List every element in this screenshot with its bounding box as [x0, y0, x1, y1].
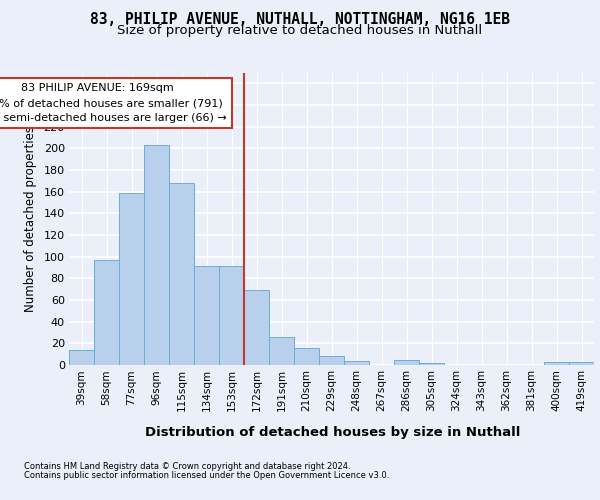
Text: 83, PHILIP AVENUE, NUTHALL, NOTTINGHAM, NG16 1EB: 83, PHILIP AVENUE, NUTHALL, NOTTINGHAM, …	[90, 12, 510, 28]
Text: Size of property relative to detached houses in Nuthall: Size of property relative to detached ho…	[118, 24, 482, 37]
Text: Contains public sector information licensed under the Open Government Licence v3: Contains public sector information licen…	[24, 471, 389, 480]
Bar	[344, 360, 369, 365]
Bar	[169, 183, 194, 365]
Bar	[194, 266, 219, 365]
Bar	[219, 266, 244, 365]
Bar	[319, 356, 344, 365]
Bar	[569, 362, 594, 365]
Bar	[144, 145, 169, 365]
Text: 83 PHILIP AVENUE: 169sqm
← 92% of detached houses are smaller (791)
8% of semi-d: 83 PHILIP AVENUE: 169sqm ← 92% of detach…	[0, 84, 226, 123]
Bar	[394, 360, 419, 365]
Text: Distribution of detached houses by size in Nuthall: Distribution of detached houses by size …	[145, 426, 521, 439]
Bar	[94, 260, 119, 365]
Bar	[69, 350, 94, 365]
Bar	[244, 290, 269, 365]
Bar	[419, 363, 444, 365]
Text: Contains HM Land Registry data © Crown copyright and database right 2024.: Contains HM Land Registry data © Crown c…	[24, 462, 350, 471]
Y-axis label: Number of detached properties: Number of detached properties	[23, 126, 37, 312]
Bar	[544, 362, 569, 365]
Bar	[294, 348, 319, 365]
Bar	[269, 337, 294, 365]
Bar	[119, 192, 144, 365]
